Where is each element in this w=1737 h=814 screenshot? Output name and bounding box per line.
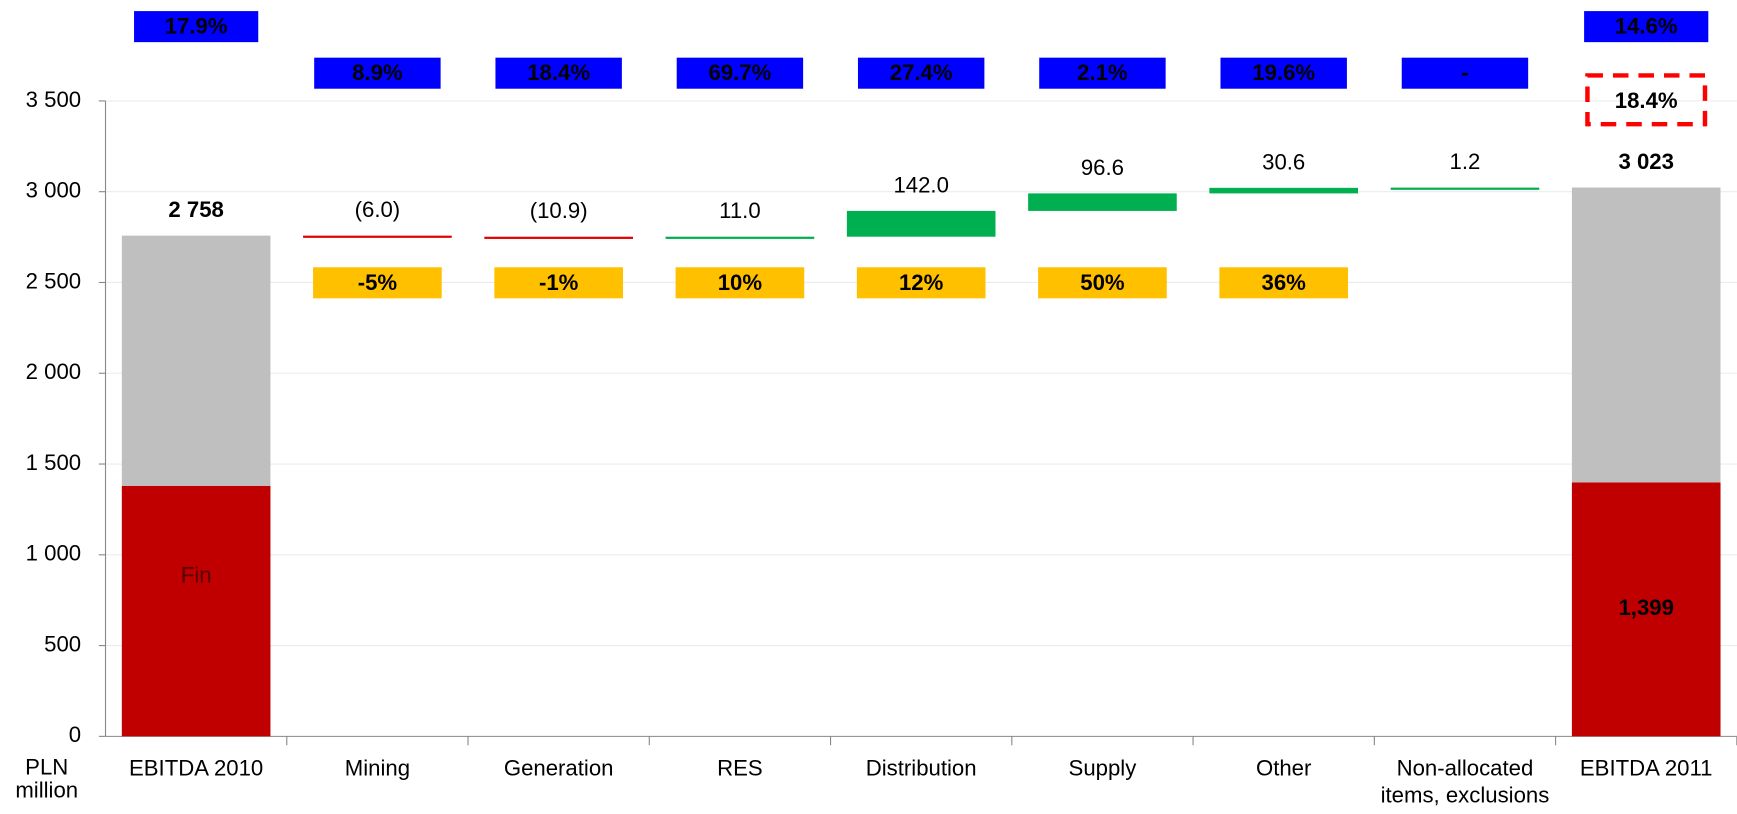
change-bar	[846, 210, 996, 237]
change-label: (10.9)	[530, 198, 588, 223]
highlight-label: 18.4%	[1615, 88, 1678, 113]
growth-label: 50%	[1080, 270, 1125, 295]
total-label: 2 758	[168, 197, 223, 222]
margin-label: 69.7%	[709, 60, 772, 85]
margin-label: 14.6%	[1615, 14, 1678, 39]
margin-label: -	[1461, 60, 1468, 85]
y-tick-label: 3 500	[26, 87, 81, 112]
growth-box	[313, 267, 442, 299]
y-tick-label: 1 000	[26, 541, 81, 566]
total-bar-segment	[121, 485, 271, 737]
x-tick-label: Generation	[504, 755, 614, 780]
margin-box	[495, 57, 622, 89]
margin-box	[1220, 57, 1347, 89]
y-tick-label: 1 500	[26, 450, 81, 475]
y-tick-label: 500	[44, 631, 81, 656]
growth-label: -1%	[539, 270, 579, 295]
change-label: (6.0)	[355, 197, 401, 222]
change-label: 11.0	[719, 198, 760, 223]
change-bar	[303, 235, 452, 238]
change-label: 30.6	[1262, 149, 1305, 174]
x-tick-label: Mining	[345, 755, 410, 780]
margin-label: 2.1%	[1077, 60, 1128, 85]
growth-label: 36%	[1262, 270, 1307, 295]
x-tick-label: RES	[717, 755, 763, 780]
y-tick-label: 3 000	[26, 178, 81, 203]
y-tick-label: 2 000	[26, 359, 81, 384]
total-bar-segment	[1571, 482, 1721, 737]
change-bar	[1209, 187, 1359, 194]
highlight-box	[1585, 73, 1708, 127]
change-label: 142.0	[893, 172, 948, 197]
change-bar	[1390, 187, 1540, 190]
margin-label: 17.9%	[165, 14, 228, 39]
x-tick-label: Supply	[1069, 755, 1138, 780]
growth-box	[856, 267, 986, 299]
margin-box	[314, 57, 441, 89]
change-bar	[1028, 193, 1177, 211]
growth-box	[675, 267, 805, 299]
y-axis-label: PLN	[25, 754, 68, 779]
growth-box	[1219, 267, 1349, 299]
x-tick-label: Distribution	[866, 755, 977, 780]
margin-box	[134, 11, 259, 43]
x-tick-label: Non-allocated items, exclusions	[1381, 755, 1550, 807]
growth-box	[1038, 267, 1167, 299]
margin-box	[857, 57, 985, 89]
growth-label: 10%	[718, 270, 763, 295]
x-tick-label: EBITDA 2011	[1580, 755, 1713, 780]
y-axis-label: million	[15, 778, 78, 803]
margin-box	[1401, 57, 1529, 89]
margin-box	[1039, 57, 1166, 89]
margin-box	[1584, 11, 1709, 43]
segment-label: 1,399	[1618, 595, 1673, 620]
margin-label: 27.4%	[890, 60, 953, 85]
total-bar-segment	[121, 235, 271, 486]
change-bar	[484, 236, 633, 239]
y-tick-label: 2 500	[26, 268, 81, 293]
y-tick-label: 0	[69, 722, 81, 747]
annotation: Fin	[181, 563, 212, 588]
growth-label: 12%	[899, 270, 944, 295]
change-label: 96.6	[1081, 155, 1124, 180]
x-tick-label: EBITDA 2010	[129, 755, 263, 780]
change-bar	[665, 236, 815, 239]
x-tick-label: Other	[1256, 755, 1312, 780]
growth-box	[494, 267, 623, 299]
margin-label: 8.9%	[352, 60, 403, 85]
margin-label: 19.6%	[1252, 60, 1315, 85]
change-label: 1.2	[1450, 149, 1481, 174]
margin-box	[676, 57, 804, 89]
margin-label: 18.4%	[527, 60, 590, 85]
total-bar-segment	[1571, 187, 1721, 483]
total-label: 3 023	[1618, 149, 1673, 174]
growth-label: -5%	[358, 270, 398, 295]
